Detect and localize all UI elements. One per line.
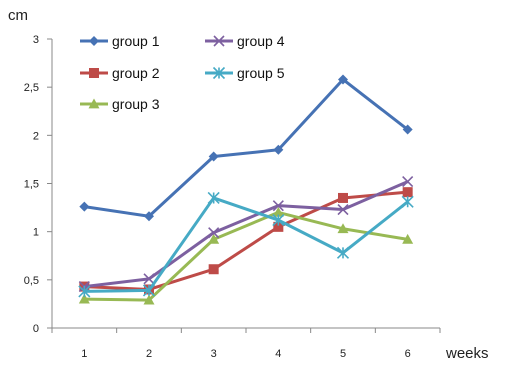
data-point (338, 192, 348, 203)
data-point (401, 195, 414, 208)
data-point (273, 221, 284, 232)
data-point (143, 294, 155, 305)
data-point (79, 201, 90, 212)
series-1 (79, 74, 413, 222)
y-tick-label: 2,5 (24, 82, 39, 94)
legend-label: group 2 (112, 65, 160, 81)
y-tick-label: 2 (33, 130, 39, 142)
y-ticks: 0 0,5 1 1,5 2 2,5 3 (24, 34, 52, 335)
data-point (402, 233, 414, 244)
series-4 (78, 176, 414, 293)
legend: group 1 group 2 group 3 group 4 group 5 (80, 33, 285, 112)
series-5 (78, 191, 414, 298)
data-point (402, 176, 414, 188)
x-tick-label: 1 (81, 348, 87, 360)
data-point (208, 233, 220, 244)
x-tick-label: 4 (275, 348, 281, 360)
legend-marker (213, 35, 225, 47)
legend-label: group 1 (112, 33, 160, 49)
legend-item-4: group 4 (205, 33, 285, 49)
series-2 (79, 187, 413, 295)
y-tick-label: 1,5 (24, 179, 39, 191)
legend-item-1: group 1 (80, 33, 160, 49)
x-tick-label: 6 (405, 348, 411, 360)
data-point (207, 191, 220, 205)
series-line (84, 180, 409, 289)
series-3 (78, 206, 414, 305)
series-line (84, 196, 409, 293)
data-point (272, 206, 284, 217)
x-tick-label: 5 (340, 348, 346, 360)
data-point (142, 284, 156, 297)
series-group (78, 74, 414, 305)
x-ticks: 1 2 3 4 5 6 (51, 328, 441, 360)
series-line (84, 190, 408, 291)
x-axis-label: weeks (445, 345, 489, 362)
data-point (78, 285, 91, 298)
legend-marker (89, 68, 99, 78)
data-point (208, 264, 219, 275)
y-tick-label: 3 (33, 34, 39, 46)
legend-label: group 4 (237, 33, 285, 49)
data-point (338, 74, 348, 85)
data-point (337, 203, 349, 216)
data-point (273, 144, 284, 155)
y-axis-label: cm (8, 7, 28, 24)
x-tick-label: 2 (146, 348, 152, 360)
y-tick-label: 1 (33, 227, 39, 239)
legend-marker (212, 66, 226, 80)
legend-item-5: group 5 (205, 65, 285, 81)
data-point (78, 293, 90, 304)
legend-marker (88, 98, 100, 109)
data-point (208, 227, 220, 239)
y-tick-label: 0,5 (24, 275, 39, 287)
data-point (272, 214, 285, 227)
data-point (143, 273, 155, 285)
series-line (84, 210, 408, 302)
data-point (336, 246, 350, 259)
data-point (402, 124, 413, 135)
data-point (208, 151, 219, 162)
legend-label: group 5 (237, 65, 285, 81)
x-tick-label: 3 (211, 348, 217, 360)
legend-item-3: group 3 (80, 96, 160, 112)
data-point (144, 211, 154, 222)
legend-label: group 3 (112, 96, 160, 112)
legend-item-2: group 2 (80, 65, 160, 81)
series-line (84, 77, 409, 218)
data-point (272, 200, 284, 212)
y-tick-label: 0 (33, 323, 39, 335)
legend-marker (89, 36, 99, 46)
data-point (337, 223, 349, 234)
data-point (402, 187, 413, 198)
